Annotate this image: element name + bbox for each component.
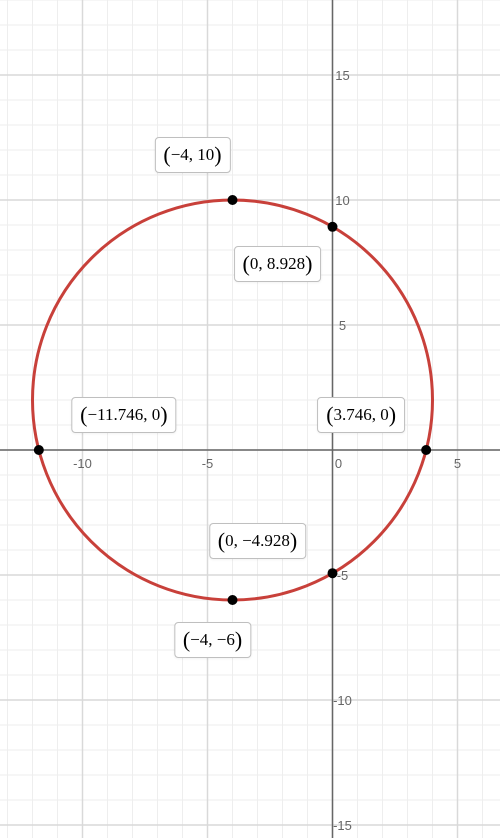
data-point: [228, 195, 238, 205]
x-tick-label: 0: [335, 456, 342, 471]
data-point: [228, 595, 238, 605]
data-point: [328, 222, 338, 232]
data-point: [328, 568, 338, 578]
y-tick-label: -10: [333, 693, 352, 708]
coord-label: (0, 8.928): [234, 246, 322, 282]
x-tick-label: 5: [454, 456, 461, 471]
y-tick-label: 15: [335, 68, 349, 83]
data-point: [421, 445, 431, 455]
x-tick-label: -5: [202, 456, 214, 471]
coord-label: (−4, −6): [174, 622, 251, 658]
x-tick-label: -10: [73, 456, 92, 471]
coord-label: (0, −4.928): [209, 523, 307, 559]
coord-label: (−11.746, 0): [71, 397, 176, 433]
y-tick-label: 10: [335, 193, 349, 208]
y-tick-label: 5: [339, 318, 346, 333]
data-point: [34, 445, 44, 455]
coord-label: (−4, 10): [154, 137, 230, 173]
y-tick-label: -15: [333, 818, 352, 833]
coordinate-plane-chart: -10-505-15-10-551015(−4, 10)(0, 8.928)(−…: [0, 0, 500, 838]
coord-label: (3.746, 0): [317, 397, 405, 433]
